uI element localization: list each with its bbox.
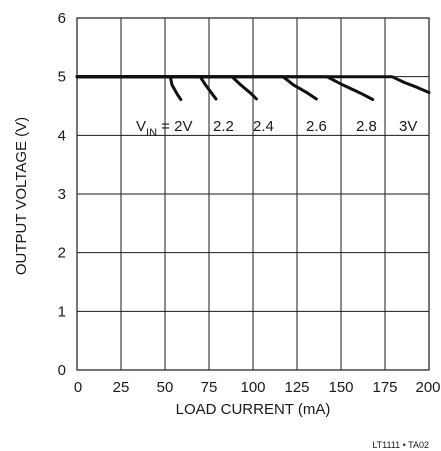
series-label-3v: 3V	[399, 118, 417, 135]
y-tick-label-5: 5	[58, 69, 66, 86]
plot-frame	[76, 17, 430, 371]
x-tick-label-5: 125	[284, 379, 309, 396]
series-line-1	[75, 75, 218, 101]
y-tick-label-2: 2	[58, 245, 66, 262]
series-label-vin-2v: VIN = 2V	[136, 118, 192, 139]
series-line-3	[75, 75, 318, 101]
series-label-2-8: 2.8	[356, 118, 377, 135]
figure-code: LT1111 • TA02	[372, 440, 429, 450]
x-tick-label-2: 50	[157, 379, 174, 396]
x-tick-label-8: 200	[415, 379, 440, 396]
x-tick-label-6: 150	[328, 379, 353, 396]
x-tick-label-4: 100	[240, 379, 265, 396]
x-tick-label-1: 25	[113, 379, 130, 396]
series-label-2-2: 2.2	[213, 118, 234, 135]
x-tick-label-0: 0	[74, 379, 82, 396]
x-tick-label-3: 75	[201, 379, 218, 396]
series-line-2	[75, 75, 258, 101]
tick-labels: 0 25 50 75 100 125 150 175 200 0 1 2 3 4 5 6	[58, 10, 441, 396]
x-tick-label-7: 175	[372, 379, 397, 396]
x-axis-label: LOAD CURRENT (mA)	[176, 401, 331, 418]
series-label-2-4: 2.4	[253, 118, 274, 135]
y-tick-label-4: 4	[58, 127, 66, 144]
series-line-5	[75, 75, 431, 94]
y-tick-label-1: 1	[58, 303, 66, 320]
y-tick-label-0: 0	[58, 362, 66, 379]
plot-curves	[75, 75, 431, 101]
plot-grid	[76, 17, 430, 371]
y-tick-label-3: 3	[58, 186, 66, 203]
series-label-2-6: 2.6	[306, 118, 327, 135]
y-tick-label-6: 6	[58, 10, 66, 27]
y-axis-label: OUTPUT VOLTAGE (V)	[13, 117, 30, 275]
